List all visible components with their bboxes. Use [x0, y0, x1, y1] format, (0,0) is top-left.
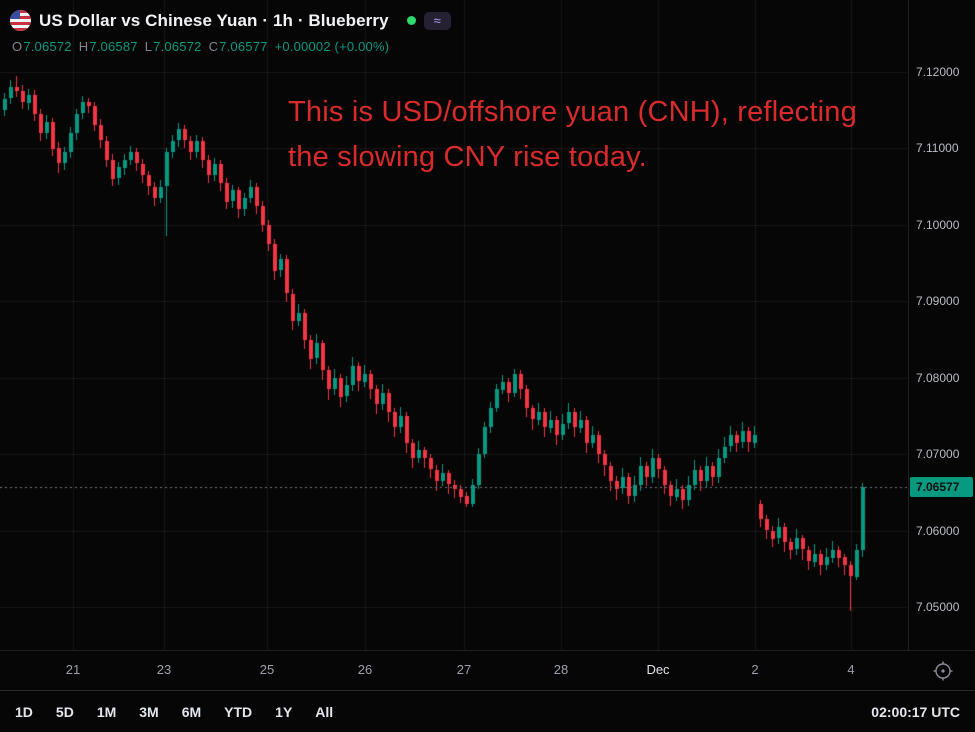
time-axis-label: 27	[456, 662, 472, 677]
scroll-to-realtime-icon[interactable]	[932, 660, 954, 682]
price-axis-label: 7.11000	[916, 141, 959, 156]
range-button-3m[interactable]: 3M	[139, 703, 159, 720]
time-axis-label: 21	[65, 662, 81, 677]
range-button-6m[interactable]: 6M	[181, 703, 202, 720]
time-axis-label: 25	[259, 662, 275, 677]
low-label: L	[144, 39, 153, 54]
price-axis[interactable]: 7.12000 7.11000 7.10000 7.09000 7.08000 7.070…	[908, 0, 975, 650]
time-axis-label: 2	[751, 662, 759, 677]
range-button-all[interactable]: All	[315, 703, 334, 720]
time-axis[interactable]: 21 23 25 26 27 28 Dec 2 4	[0, 650, 975, 690]
symbol-title[interactable]: US Dollar vs Chinese Yuan · 1h · Blueber…	[39, 10, 389, 30]
close-label: C	[208, 39, 219, 54]
range-button-5d[interactable]: 5D	[55, 703, 74, 720]
range-selector: 1D 5D 1M 3M 6M YTD 1Y All	[15, 704, 333, 720]
price-axis-label: 7.09000	[916, 294, 960, 309]
chart-annotation-text: This is USD/offshore yuan (CNH), reflect…	[288, 90, 857, 180]
open-value: 7.06572	[23, 39, 72, 54]
market-status-dot-icon	[406, 16, 416, 25]
time-axis-label: 26	[357, 662, 373, 677]
price-axis-label: 7.06000	[916, 523, 960, 538]
change-value: +0.00002 (+0.00%)	[274, 39, 390, 54]
bottom-toolbar: 1D 5D 1M 3M 6M YTD 1Y All 02:00:17 UTC	[0, 690, 975, 732]
low-value: 7.06572	[153, 39, 202, 54]
high-value: 7.06587	[89, 39, 138, 54]
range-button-1d[interactable]: 1D	[15, 703, 33, 720]
price-chart-canvas[interactable]	[0, 0, 907, 650]
annotation-line-2: the slowing CNY rise today.	[288, 141, 647, 173]
time-axis-label: 28	[553, 662, 569, 677]
range-button-1y[interactable]: 1Y	[275, 703, 293, 720]
clock-utc-button[interactable]: 02:00:17 UTC	[871, 703, 960, 720]
price-axis-label: 7.07000	[916, 447, 960, 462]
data-provider-icon[interactable]: ≈	[423, 11, 451, 30]
wave-glyph-icon: ≈	[433, 13, 441, 28]
close-value: 7.06577	[219, 39, 268, 54]
price-axis-label: 7.10000	[916, 217, 960, 232]
annotation-line-1: This is USD/offshore yuan (CNH), reflect…	[288, 96, 857, 128]
time-axis-label: Dec	[646, 662, 670, 677]
ohlc-readout: O7.06572 H7.06587 L7.06572 C7.06577 +0.00002…	[12, 39, 451, 54]
range-button-ytd[interactable]: YTD	[224, 703, 253, 720]
price-axis-label: 7.12000	[916, 64, 960, 79]
high-label: H	[78, 39, 89, 54]
time-axis-label: 4	[847, 662, 855, 677]
time-axis-label: 23	[156, 662, 172, 677]
range-button-1m[interactable]: 1M	[96, 703, 117, 720]
us-flag-icon	[10, 10, 31, 31]
chart-legend: US Dollar vs Chinese Yuan · 1h · Blueber…	[10, 10, 451, 54]
price-axis-label: 7.08000	[916, 370, 960, 385]
price-axis-label: 7.05000	[916, 600, 960, 615]
open-label: O	[12, 39, 23, 54]
last-price-tag: 7.06577	[910, 476, 973, 497]
